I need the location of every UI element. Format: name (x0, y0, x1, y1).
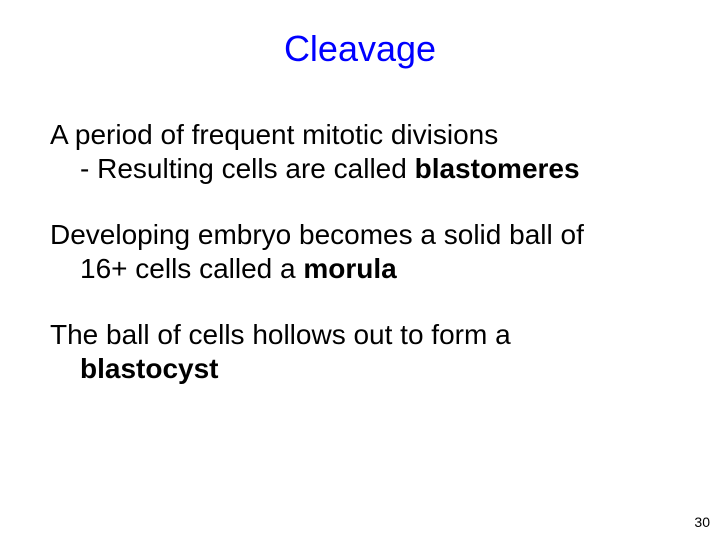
body-line: Developing embryo becomes a solid ball o… (50, 218, 670, 252)
text-run: - Resulting cells are called (80, 153, 415, 184)
body-line: - Resulting cells are called blastomeres (50, 152, 670, 186)
body-line: blastocyst (50, 352, 670, 386)
text-run: A period of frequent mitotic divisions (50, 119, 498, 150)
text-run: morula (303, 253, 396, 284)
paragraph: A period of frequent mitotic divisions- … (50, 118, 670, 186)
slide-title-text: Cleavage (284, 28, 436, 69)
body-line: The ball of cells hollows out to form a (50, 318, 670, 352)
text-run: blastocyst (80, 353, 219, 384)
body-line: A period of frequent mitotic divisions (50, 118, 670, 152)
slide-title: Cleavage (0, 28, 720, 70)
paragraph: Developing embryo becomes a solid ball o… (50, 218, 670, 286)
text-run: Developing embryo becomes a solid ball o… (50, 219, 584, 250)
text-run: The ball of cells hollows out to form a (50, 319, 511, 350)
slide-body: A period of frequent mitotic divisions- … (50, 118, 670, 418)
text-run: blastomeres (415, 153, 580, 184)
body-line: 16+ cells called a morula (50, 252, 670, 286)
text-run: 16+ cells called a (80, 253, 303, 284)
page-number-text: 30 (694, 514, 710, 530)
page-number: 30 (694, 514, 710, 530)
paragraph: The ball of cells hollows out to form ab… (50, 318, 670, 386)
slide: Cleavage A period of frequent mitotic di… (0, 0, 720, 540)
